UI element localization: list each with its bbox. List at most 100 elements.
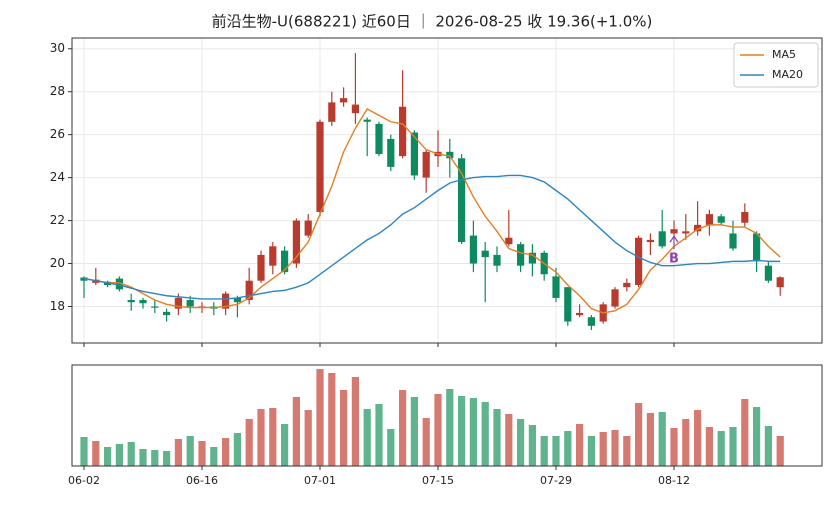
volume-bar <box>481 402 489 466</box>
volume-bar <box>776 436 784 466</box>
y-tick-label: 30 <box>50 41 65 55</box>
volume-bar <box>552 436 560 466</box>
volume-bar <box>127 442 135 466</box>
volume-bar <box>528 425 536 466</box>
ma-line <box>83 174 781 300</box>
plot-frame <box>71 37 823 344</box>
volume-bar <box>399 390 407 466</box>
volume-bar <box>245 419 253 466</box>
volume-bar <box>233 433 241 466</box>
volume-bar <box>186 436 194 466</box>
volume-bar <box>517 419 525 466</box>
candle-body <box>399 106 407 157</box>
volume-bar <box>174 439 182 466</box>
volume-bar <box>694 410 702 466</box>
candle-body <box>564 287 572 322</box>
volume-bar <box>469 398 477 466</box>
volume-bar <box>434 394 442 466</box>
volume-bar <box>92 441 100 466</box>
candle-body <box>387 138 395 167</box>
y-tick-label: 28 <box>50 84 65 98</box>
candle-body <box>410 132 418 176</box>
candle-body <box>363 119 371 122</box>
y-tick-label: 26 <box>50 127 65 141</box>
candle-body <box>528 252 536 264</box>
volume-bar <box>505 414 513 466</box>
candle-body <box>776 277 784 288</box>
volume-bar <box>658 412 666 466</box>
candle-body <box>422 151 430 178</box>
volume-bar <box>80 437 88 466</box>
volume-bar <box>753 407 761 466</box>
candle-body <box>694 224 702 232</box>
chart-title: 前沿生物-U(688221) 近60日 ｜ 2026-08-25 收 19.36… <box>212 13 653 31</box>
candle-body <box>493 254 501 266</box>
volume-bar <box>340 390 348 466</box>
volume-bar <box>351 377 359 466</box>
candle-body <box>682 231 690 234</box>
candle-body <box>576 312 584 316</box>
candle-body <box>163 311 171 316</box>
volume-bar <box>635 403 643 466</box>
candle-body <box>328 102 336 122</box>
volume-bar <box>139 449 147 466</box>
volume-bar <box>222 438 230 466</box>
volume-bar <box>564 431 572 466</box>
volume-bar <box>387 429 395 466</box>
volume-bar <box>281 424 289 466</box>
candle-body <box>741 211 749 223</box>
candle-body <box>764 265 772 281</box>
legend-label: MA5 <box>772 48 796 61</box>
candle-body <box>269 246 277 266</box>
candle-body <box>304 220 312 236</box>
volume-bar <box>741 399 749 466</box>
volume-bar <box>115 444 123 466</box>
candle-body <box>635 237 643 286</box>
annotation-arrowhead <box>669 235 679 243</box>
candle-body <box>587 317 595 326</box>
legend-box <box>733 42 819 88</box>
y-tick-label: 22 <box>50 213 65 227</box>
candle-body <box>705 214 713 225</box>
volume-bar <box>375 404 383 466</box>
candle-body <box>717 216 725 223</box>
x-tick-label: 06-02 <box>68 474 100 487</box>
candle-body <box>151 306 159 308</box>
candle-body <box>351 104 359 114</box>
x-tick-label: 07-01 <box>304 474 336 487</box>
candle-body <box>552 276 560 298</box>
volume-bar <box>363 409 371 466</box>
candle-body <box>753 233 761 262</box>
volume-bar <box>316 369 324 466</box>
volume-bar <box>446 389 454 466</box>
candle-body <box>127 300 135 303</box>
candle-body <box>292 220 300 264</box>
volume-bar <box>257 409 265 466</box>
volume-bar <box>623 436 631 466</box>
candle-body <box>670 229 678 234</box>
volume-bar <box>764 426 772 466</box>
volume-bar <box>729 427 737 466</box>
candle-body <box>646 239 654 243</box>
volume-bar <box>198 441 206 466</box>
x-tick-label: 08-12 <box>658 474 690 487</box>
volume-bar <box>682 419 690 466</box>
x-tick-label: 07-15 <box>422 474 454 487</box>
annotation-label: B <box>669 252 679 267</box>
candle-body <box>375 123 383 154</box>
candle-body <box>729 233 737 249</box>
candle-body <box>458 158 466 243</box>
volume-bar <box>328 373 336 466</box>
volume-bar <box>587 436 595 466</box>
volume-bar <box>540 436 548 466</box>
volume-bar <box>410 397 418 466</box>
volume-bar <box>705 427 713 466</box>
y-tick-label: 24 <box>50 170 65 184</box>
candle-body <box>245 280 253 301</box>
candle-body <box>186 300 194 307</box>
volume-bar <box>646 413 654 466</box>
volume-bar <box>422 418 430 466</box>
ma-line <box>83 107 781 314</box>
candle-body <box>481 250 489 258</box>
